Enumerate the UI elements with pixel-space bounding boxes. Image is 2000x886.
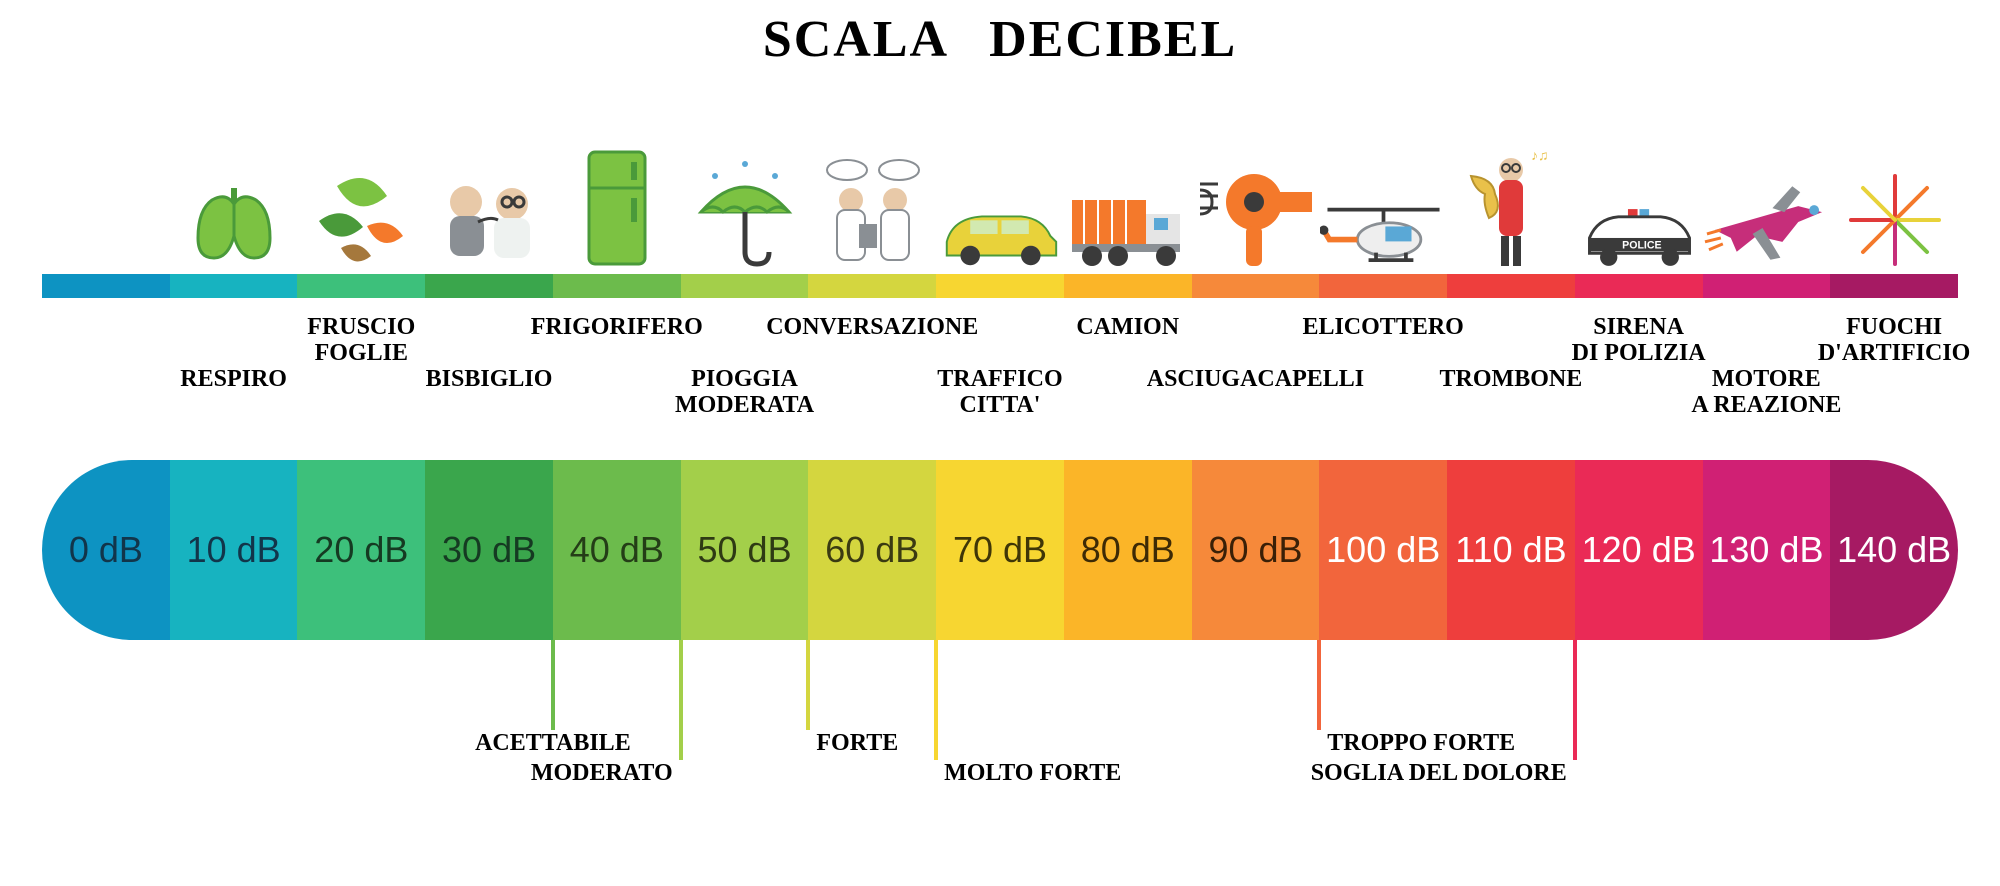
source-label-helicopter: ELICOTTERO bbox=[1253, 314, 1513, 340]
whisper-icon bbox=[426, 140, 553, 270]
hairdryer-icon bbox=[1192, 140, 1319, 270]
strip-seg-12 bbox=[1575, 274, 1703, 298]
source-labels-area: RESPIROFRUSCIO FOGLIEBISBIGLIO FRIGORIFER… bbox=[42, 302, 1958, 432]
jet-icon bbox=[1703, 140, 1830, 270]
threshold-label-6: FORTE bbox=[816, 730, 898, 757]
page-title: SCALA DECIBEL bbox=[0, 10, 2000, 69]
source-label-lungs: RESPIRO bbox=[104, 366, 364, 392]
leaves-icon bbox=[298, 140, 425, 270]
pill-seg-12: 120 dB bbox=[1575, 460, 1703, 640]
threshold-tick-12 bbox=[1573, 640, 1577, 760]
threshold-tick-5 bbox=[679, 640, 683, 760]
pill-seg-4: 40 dB bbox=[553, 460, 681, 640]
title-word-2: DECIBEL bbox=[989, 11, 1237, 68]
strip-seg-8 bbox=[1064, 274, 1192, 298]
svg-text:♪♫: ♪♫ bbox=[1531, 150, 1549, 164]
source-label-fridge: FRIGORIFERO bbox=[487, 314, 747, 340]
strip-seg-6 bbox=[808, 274, 936, 298]
strip-seg-1 bbox=[170, 274, 298, 298]
threshold-tick-7 bbox=[934, 640, 938, 760]
trombone-icon: ♪♫ bbox=[1448, 140, 1575, 270]
threshold-tick-10 bbox=[1317, 640, 1321, 730]
strip-seg-3 bbox=[425, 274, 553, 298]
helicopter-icon bbox=[1320, 140, 1447, 270]
pill-seg-8: 80 dB bbox=[1064, 460, 1192, 640]
decibel-pill: 0 dB10 dB20 dB30 dB40 dB50 dB60 dB70 dB8… bbox=[42, 460, 1958, 640]
police-icon: POLICE bbox=[1576, 140, 1703, 270]
thin-color-strip bbox=[42, 274, 1958, 298]
source-label-truck: CAMION bbox=[998, 314, 1258, 340]
pill-seg-13: 130 dB bbox=[1703, 460, 1831, 640]
pill-seg-14: 140 dB bbox=[1830, 460, 1958, 640]
fireworks-icon bbox=[1831, 140, 1958, 270]
pill-seg-6: 60 dB bbox=[808, 460, 936, 640]
source-label-talk: CONVERSAZIONE bbox=[742, 314, 1002, 340]
strip-seg-11 bbox=[1447, 274, 1575, 298]
source-label-leaves: FRUSCIO FOGLIE bbox=[231, 314, 491, 367]
pill-seg-11: 110 dB bbox=[1447, 460, 1575, 640]
threshold-label-4: ACETTABILE bbox=[433, 730, 673, 757]
strip-seg-9 bbox=[1192, 274, 1320, 298]
pill-seg-5: 50 dB bbox=[681, 460, 809, 640]
truck-icon bbox=[1065, 140, 1192, 270]
pill-seg-2: 20 dB bbox=[297, 460, 425, 640]
strip-seg-0 bbox=[42, 274, 170, 298]
source-label-jet: MOTORE A REAZIONE bbox=[1636, 366, 1896, 419]
title-word-1: SCALA bbox=[763, 11, 949, 68]
pill-seg-7: 70 dB bbox=[936, 460, 1064, 640]
source-label-hairdryer: ASCIUGACAPELLI bbox=[1125, 366, 1385, 392]
pill-seg-0: 0 dB bbox=[42, 460, 170, 640]
threshold-tick-4 bbox=[551, 640, 555, 730]
pill-seg-3: 30 dB bbox=[425, 460, 553, 640]
strip-seg-14 bbox=[1830, 274, 1958, 298]
svg-text:POLICE: POLICE bbox=[1622, 240, 1661, 252]
source-label-umbrella: PIOGGIA MODERATA bbox=[615, 366, 875, 419]
threshold-label-5: MODERATO bbox=[531, 760, 673, 787]
threshold-tick-6 bbox=[806, 640, 810, 730]
strip-seg-7 bbox=[936, 274, 1064, 298]
threshold-label-10: TROPPO FORTE bbox=[1327, 730, 1515, 757]
pill-seg-1: 10 dB bbox=[170, 460, 298, 640]
fridge-icon bbox=[554, 140, 681, 270]
source-label-police: SIRENA DI POLIZIA bbox=[1509, 314, 1769, 367]
icons-row: ♪♫ POLICE bbox=[42, 120, 1958, 270]
pill-seg-10: 100 dB bbox=[1319, 460, 1447, 640]
threshold-label-7: MOLTO FORTE bbox=[944, 760, 1121, 787]
lungs-icon bbox=[171, 140, 298, 270]
strip-seg-13 bbox=[1703, 274, 1831, 298]
umbrella-icon bbox=[682, 140, 809, 270]
strip-seg-10 bbox=[1319, 274, 1447, 298]
strip-seg-5 bbox=[681, 274, 809, 298]
source-label-trombone: TROMBONE bbox=[1381, 366, 1641, 392]
thresholds-area: ACETTABILE MODERATO FORTE MOLTO FORTE TROPPO… bbox=[42, 640, 1958, 840]
car-icon bbox=[937, 140, 1064, 270]
source-label-car: TRAFFICO CITTA' bbox=[870, 366, 1130, 419]
strip-seg-4 bbox=[553, 274, 681, 298]
talk-icon bbox=[809, 140, 936, 270]
strip-seg-2 bbox=[297, 274, 425, 298]
source-label-fireworks: FUOCHI D'ARTIFICIO bbox=[1764, 314, 2000, 367]
source-label-whisper: BISBIGLIO bbox=[359, 366, 619, 392]
pill-seg-9: 90 dB bbox=[1192, 460, 1320, 640]
threshold-label-12: SOGLIA DEL DOLORE bbox=[1311, 760, 1567, 787]
